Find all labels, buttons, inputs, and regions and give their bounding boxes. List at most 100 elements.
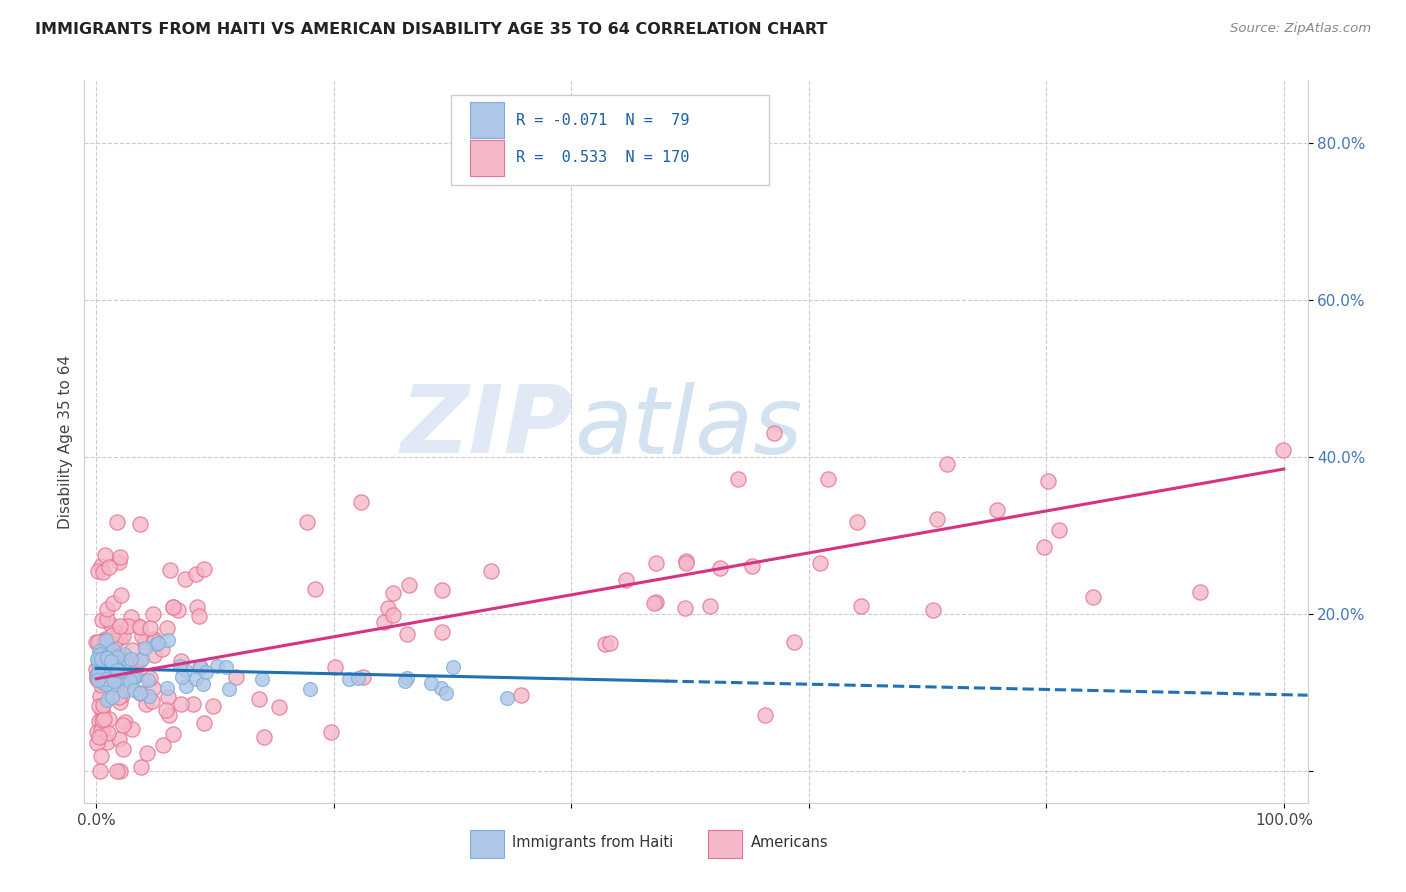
Point <box>112 672 135 686</box>
Point <box>225 670 247 684</box>
Point <box>86 635 108 649</box>
Point <box>101 655 124 669</box>
Point <box>763 425 786 440</box>
Point <box>139 621 162 635</box>
Point <box>104 634 127 648</box>
Point <box>675 556 697 570</box>
Point <box>434 686 457 700</box>
Point <box>353 670 375 684</box>
Point <box>925 512 948 526</box>
Point <box>346 671 368 685</box>
Point <box>111 629 134 643</box>
Point <box>86 652 108 666</box>
Point <box>193 715 215 730</box>
Point <box>86 662 108 676</box>
Point <box>186 566 208 581</box>
Point <box>325 659 347 673</box>
Point <box>90 558 112 573</box>
Point <box>96 632 118 647</box>
Point <box>921 603 943 617</box>
Point <box>373 615 395 629</box>
Point <box>91 665 114 680</box>
Point <box>128 686 150 700</box>
Point <box>167 603 190 617</box>
Point <box>111 742 134 756</box>
Point <box>87 657 110 671</box>
Point <box>89 714 111 728</box>
Point <box>173 663 195 677</box>
Point <box>135 698 157 712</box>
Point <box>129 760 152 774</box>
Point <box>150 641 173 656</box>
Point <box>96 693 118 707</box>
Point <box>93 660 115 674</box>
Point <box>111 658 134 673</box>
Point <box>91 565 114 579</box>
FancyBboxPatch shape <box>470 139 503 176</box>
Point <box>86 725 108 739</box>
Point <box>319 725 342 739</box>
Point <box>110 669 132 683</box>
Point <box>112 665 135 679</box>
Point <box>89 689 111 703</box>
Point <box>396 626 419 640</box>
Point <box>134 641 156 656</box>
Point <box>337 672 360 686</box>
Point <box>108 665 131 679</box>
Point <box>194 665 217 679</box>
Point <box>186 672 208 686</box>
Point <box>94 649 117 664</box>
Point <box>143 648 166 662</box>
Point <box>162 727 184 741</box>
Point <box>108 764 131 779</box>
Point <box>128 653 150 667</box>
Point <box>207 659 229 673</box>
Point <box>441 660 464 674</box>
Point <box>1032 540 1054 554</box>
Point <box>121 722 143 736</box>
Point <box>97 648 120 662</box>
Point <box>430 681 453 696</box>
Point <box>727 472 749 486</box>
Point <box>90 678 112 692</box>
Point <box>90 666 112 681</box>
Point <box>104 660 127 674</box>
Point <box>114 714 136 729</box>
Point <box>1188 584 1211 599</box>
FancyBboxPatch shape <box>470 830 503 858</box>
Point <box>162 600 184 615</box>
Point <box>709 561 731 575</box>
Point <box>986 502 1008 516</box>
Point <box>117 619 139 633</box>
Point <box>89 657 111 672</box>
Point <box>94 549 117 563</box>
Point <box>101 628 124 642</box>
Point <box>108 549 131 564</box>
Point <box>107 673 129 687</box>
Point <box>101 690 124 705</box>
Point <box>141 694 163 708</box>
Point <box>935 458 957 472</box>
Point <box>193 677 215 691</box>
Point <box>186 599 208 614</box>
Point <box>181 698 204 712</box>
Point <box>129 516 152 531</box>
Point <box>510 689 533 703</box>
Point <box>94 634 117 648</box>
Point <box>170 654 193 668</box>
Point <box>138 672 160 686</box>
Point <box>131 629 153 643</box>
Point <box>103 673 125 688</box>
Point <box>120 651 142 665</box>
Point <box>121 643 143 657</box>
Point <box>97 638 120 652</box>
Point <box>90 749 112 764</box>
Point <box>114 654 136 668</box>
Point <box>91 665 114 680</box>
Point <box>96 602 118 616</box>
Point <box>673 600 696 615</box>
Point <box>218 681 240 696</box>
Point <box>127 618 149 632</box>
Point <box>108 618 131 632</box>
Point <box>90 652 112 666</box>
